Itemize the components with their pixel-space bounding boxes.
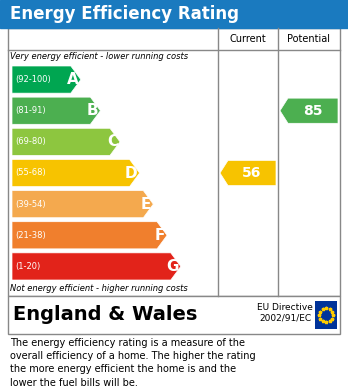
Text: A: A	[67, 72, 79, 87]
Text: F: F	[155, 228, 165, 243]
Text: Energy Efficiency Rating: Energy Efficiency Rating	[10, 5, 239, 23]
Text: Very energy efficient - lower running costs: Very energy efficient - lower running co…	[10, 52, 188, 61]
Polygon shape	[280, 98, 338, 123]
Text: 56: 56	[242, 166, 262, 180]
Bar	[315, 301, 337, 329]
Text: Not energy efficient - higher running costs: Not energy efficient - higher running co…	[10, 284, 188, 293]
Text: England & Wales: England & Wales	[13, 305, 197, 325]
Text: C: C	[107, 135, 118, 149]
Polygon shape	[12, 190, 153, 218]
Polygon shape	[12, 253, 181, 280]
Polygon shape	[12, 66, 81, 93]
Text: E: E	[141, 197, 151, 212]
Bar	[8, 28, 340, 296]
Text: (69-80): (69-80)	[15, 137, 46, 146]
Polygon shape	[220, 160, 276, 186]
Text: B: B	[87, 103, 98, 118]
Polygon shape	[12, 222, 167, 249]
Bar	[8, 296, 340, 334]
Text: D: D	[125, 165, 137, 181]
Text: EU Directive
2002/91/EC: EU Directive 2002/91/EC	[257, 303, 313, 323]
Text: Potential: Potential	[287, 34, 331, 44]
Text: G: G	[166, 259, 179, 274]
Text: (1-20): (1-20)	[15, 262, 40, 271]
Polygon shape	[12, 97, 101, 124]
Bar	[0, 0, 348, 28]
Text: (39-54): (39-54)	[15, 200, 46, 209]
Text: (92-100): (92-100)	[15, 75, 51, 84]
Polygon shape	[12, 128, 120, 156]
Text: (21-38): (21-38)	[15, 231, 46, 240]
Text: 85: 85	[303, 104, 323, 118]
Text: The energy efficiency rating is a measure of the
overall efficiency of a home. T: The energy efficiency rating is a measur…	[10, 338, 256, 387]
Text: Current: Current	[230, 34, 266, 44]
Polygon shape	[12, 160, 140, 187]
Text: (55-68): (55-68)	[15, 169, 46, 178]
Text: (81-91): (81-91)	[15, 106, 46, 115]
